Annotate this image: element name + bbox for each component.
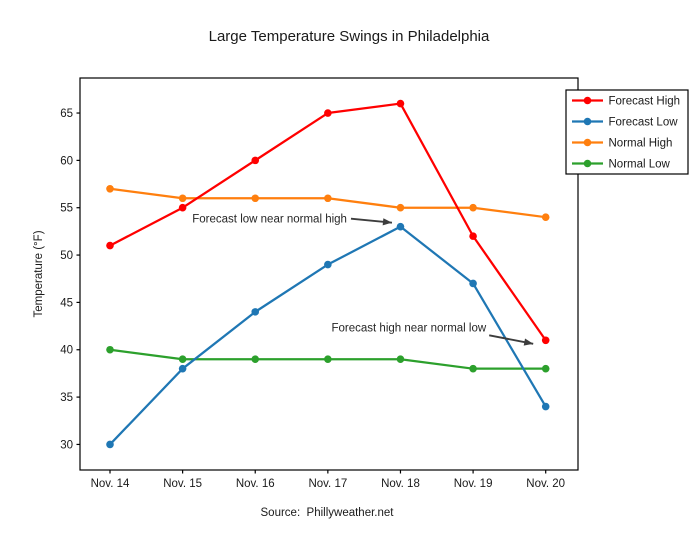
data-point <box>106 241 114 250</box>
legend-label: Normal High <box>609 138 673 150</box>
x-tick-label: Nov. 15 <box>163 478 202 490</box>
legend-item-forecast-high: Forecast High <box>572 96 680 108</box>
data-point <box>251 355 260 364</box>
y-axis: 30 35 40 45 50 55 60 65 <box>60 108 80 451</box>
legend-marker-icon <box>583 159 592 168</box>
data-point <box>541 213 550 221</box>
x-tick-label: Nov. 20 <box>526 478 565 490</box>
data-point <box>469 232 477 240</box>
x-tick-label: Nov. 17 <box>308 478 347 490</box>
data-point <box>396 222 405 231</box>
legend-label: Forecast High <box>609 96 681 108</box>
series-forecast-high <box>106 99 550 345</box>
data-point <box>469 279 477 288</box>
annotation-arrowhead-icon <box>382 218 392 226</box>
series-line <box>109 225 547 446</box>
x-tick-label: Nov. 16 <box>236 478 275 490</box>
y-axis-title: Temperature (°F) <box>33 230 45 317</box>
legend-marker-icon <box>583 138 592 147</box>
data-point <box>324 194 332 203</box>
legend-item-normal-high: Normal High <box>572 138 672 150</box>
data-point <box>469 364 477 373</box>
annotation-arrowhead-icon <box>523 338 534 346</box>
data-point <box>178 355 187 364</box>
x-tick-label: Nov. 18 <box>381 478 420 490</box>
legend-label: Normal Low <box>609 159 671 171</box>
data-point <box>251 194 260 203</box>
plot-area <box>79 77 579 471</box>
source-caption: Source: Phillyweather.net <box>261 507 395 519</box>
data-point <box>541 402 550 411</box>
data-point <box>178 194 187 203</box>
legend-item-forecast-low: Forecast Low <box>572 117 678 129</box>
y-tick-label: 35 <box>60 392 73 404</box>
annotation-2: Forecast high near normal low <box>332 322 534 346</box>
y-tick-label: 40 <box>60 345 73 357</box>
y-tick-label: 55 <box>60 203 73 215</box>
series-forecast-low <box>106 222 550 449</box>
data-point <box>178 364 187 373</box>
annotation-text: Forecast high near normal low <box>332 322 487 334</box>
data-point <box>541 336 550 345</box>
series-normal-high <box>106 184 550 221</box>
data-point <box>251 156 260 165</box>
annotation-text: Forecast low near normal high <box>192 214 347 226</box>
legend-item-normal-low: Normal Low <box>572 159 671 171</box>
x-axis: Nov. 14 Nov. 15 Nov. 16 Nov. 17 Nov. 18 Nov. … <box>91 470 565 490</box>
y-tick-label: 45 <box>60 297 73 309</box>
data-point <box>396 99 405 108</box>
legend-label: Forecast Low <box>609 117 679 129</box>
data-point <box>469 203 477 212</box>
legend: Forecast High Forecast Low Normal High Norm… <box>565 89 689 175</box>
legend-marker-icon <box>583 96 592 105</box>
series-normal-low <box>106 345 550 373</box>
x-tick-label: Nov. 19 <box>454 478 493 490</box>
data-point <box>324 260 332 269</box>
y-tick-label: 60 <box>60 155 73 167</box>
data-point <box>541 364 550 373</box>
data-point <box>106 184 114 193</box>
data-point <box>396 203 405 212</box>
data-point <box>106 345 114 354</box>
chart-title: Large Temperature Swings in Philadelphia <box>209 28 490 45</box>
data-point <box>396 355 405 364</box>
legend-marker-icon <box>583 117 592 126</box>
y-tick-label: 50 <box>60 250 73 262</box>
data-point <box>324 355 332 364</box>
data-point <box>178 203 187 212</box>
data-point <box>251 308 260 316</box>
data-point <box>106 440 114 449</box>
y-tick-label: 30 <box>60 439 73 451</box>
annotation-1: Forecast low near normal high <box>192 214 393 226</box>
x-tick-label: Nov. 14 <box>91 478 130 490</box>
y-tick-label: 65 <box>60 108 73 120</box>
data-point <box>324 109 332 117</box>
